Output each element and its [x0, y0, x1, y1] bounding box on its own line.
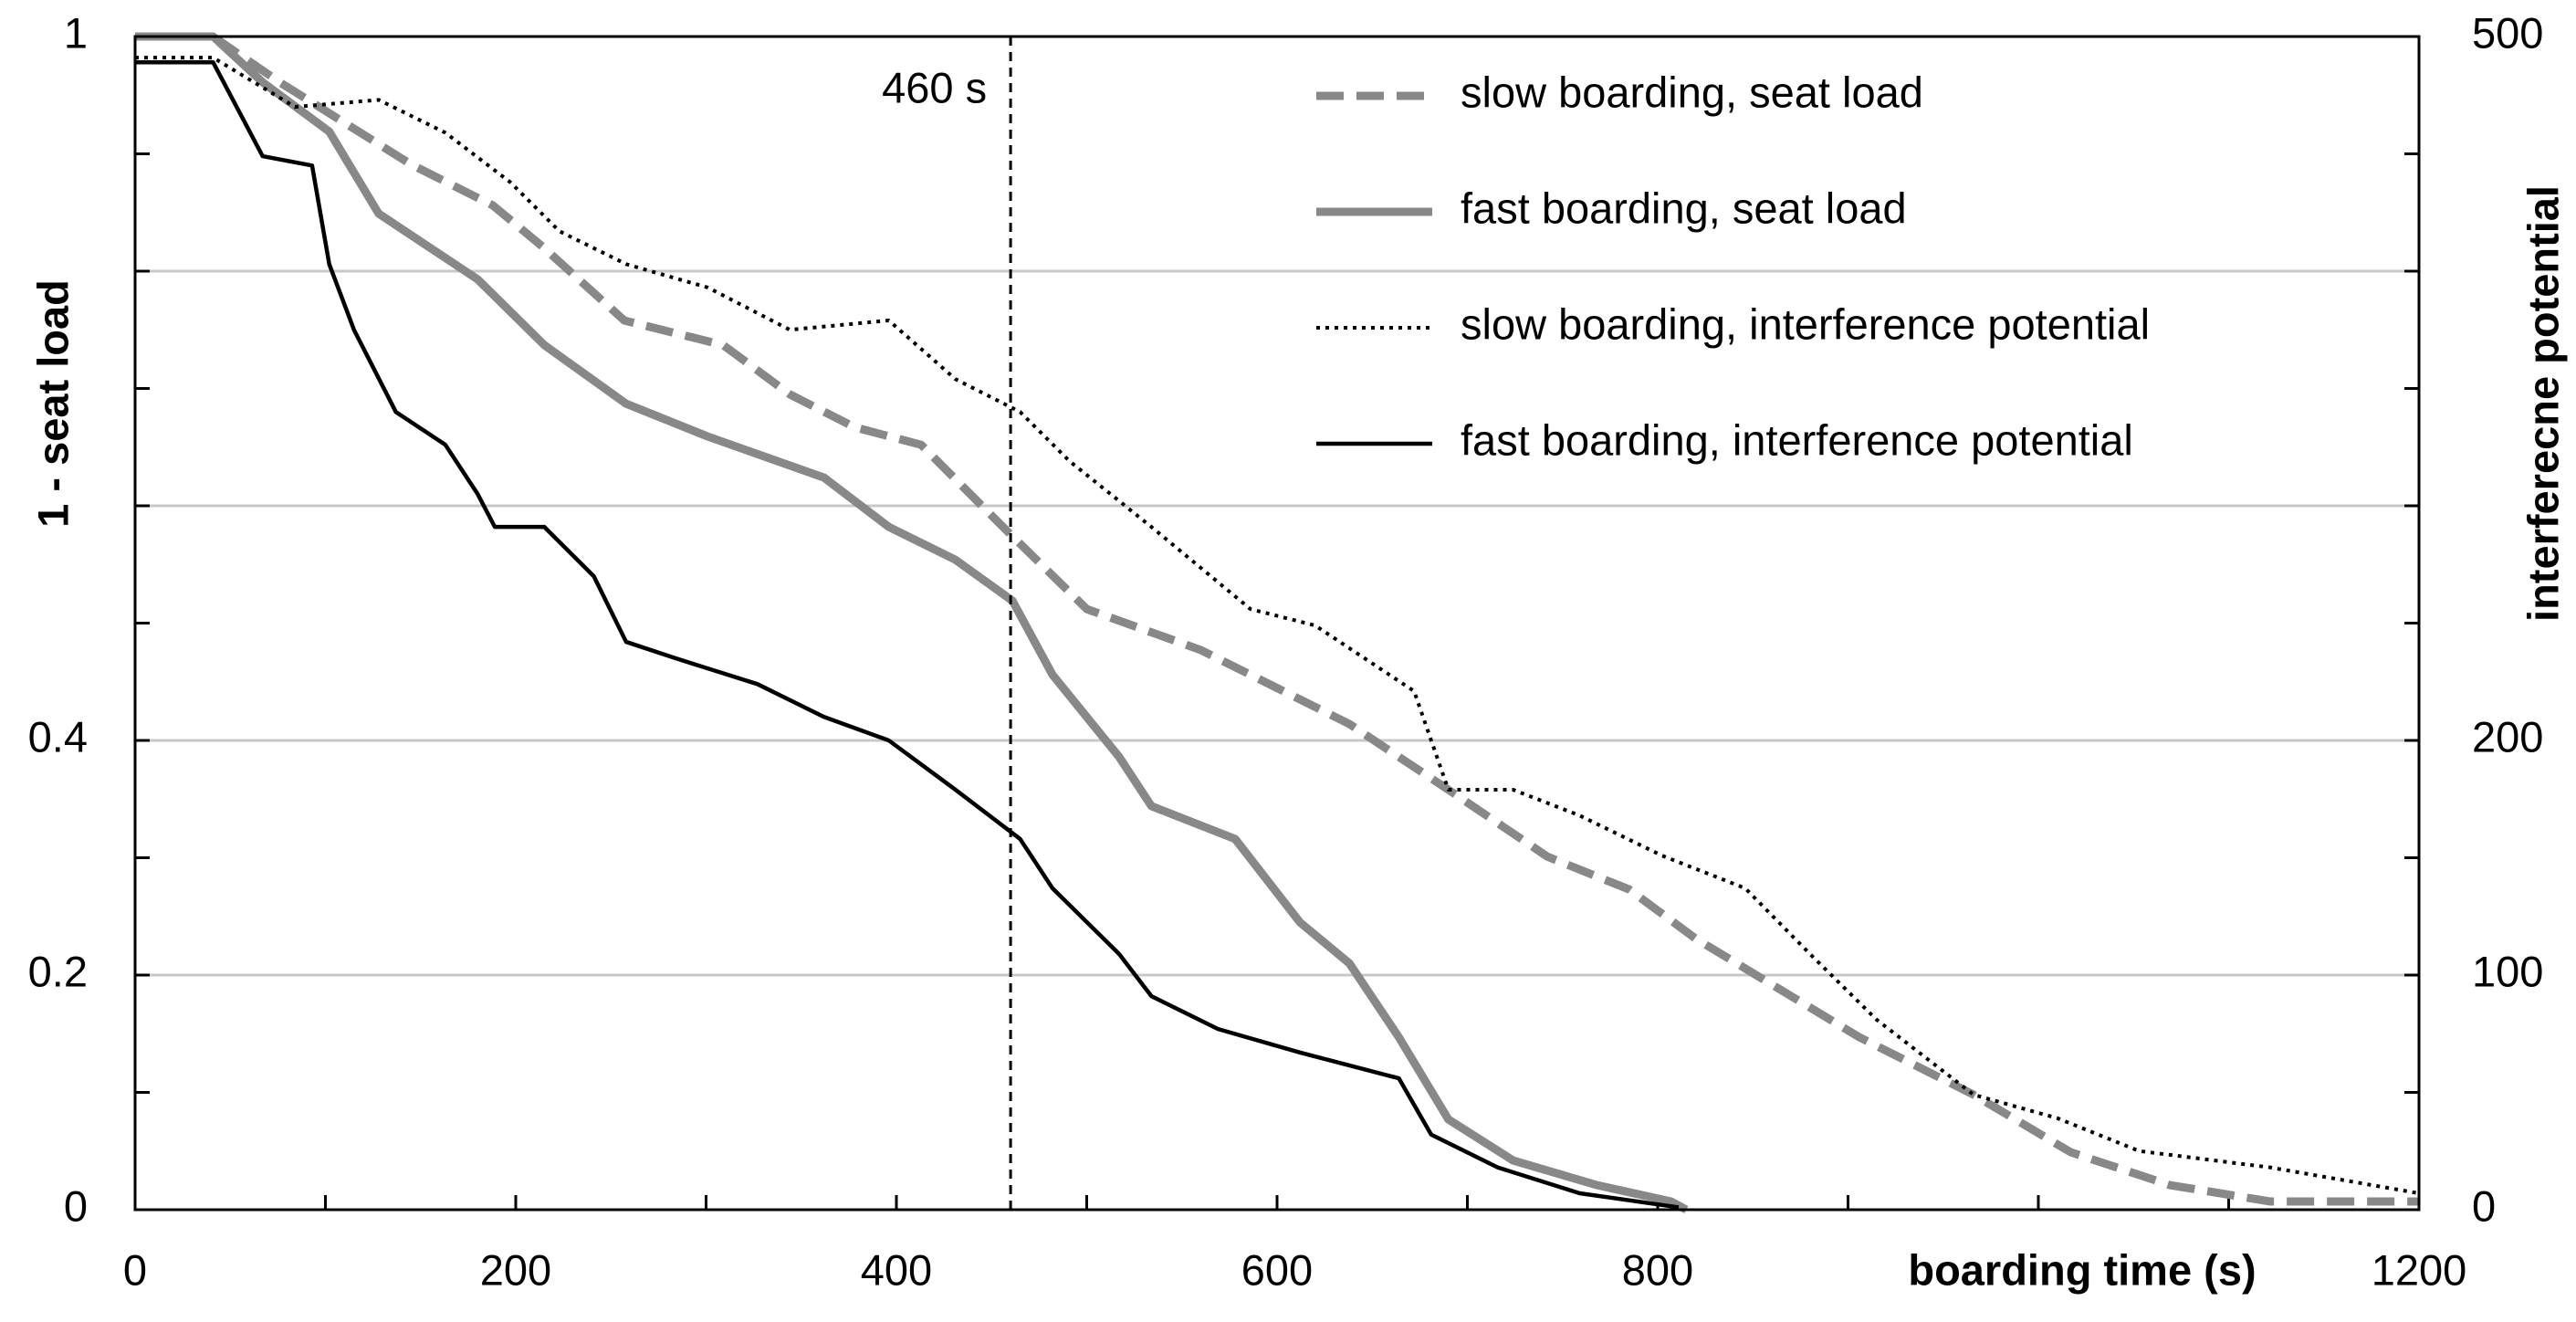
legend-label: slow boarding, seat load	[1461, 68, 1923, 116]
legend-label: fast boarding, seat load	[1461, 184, 1907, 232]
y2-axis-title: interferecne potential	[2518, 185, 2567, 622]
x-axis-title: boarding time (s)	[1908, 1245, 2256, 1294]
y2-tick-label: 500	[2472, 8, 2543, 57]
y-tick-label: 0	[64, 1181, 88, 1230]
x-tick-label: 600	[1241, 1245, 1313, 1294]
x-tick-label: 1200	[2372, 1245, 2467, 1294]
y2-tick-label: 100	[2472, 947, 2543, 995]
annotation: 460 s	[882, 63, 987, 111]
y-tick-label: 0.2	[28, 947, 88, 995]
series-line	[135, 32, 2419, 1206]
legend-label: slow boarding, interference potential	[1461, 299, 2150, 348]
x-tick-label: 400	[861, 1245, 932, 1294]
y-axis-title: 1 - seat load	[28, 279, 77, 528]
series-line	[135, 56, 2420, 1195]
plot-frame	[133, 35, 2421, 1212]
y-tick-label: 1	[64, 8, 88, 57]
series-line	[135, 32, 1689, 1213]
x-tick-label: 0	[123, 1245, 147, 1294]
y2-tick-label: 0	[2472, 1181, 2496, 1230]
y-tick-label: 0.4	[28, 712, 88, 761]
legend-label: fast boarding, interference potential	[1461, 415, 2133, 464]
y2-tick-label: 200	[2472, 712, 2543, 761]
x-tick-label: 800	[1622, 1245, 1693, 1294]
x-tick-label: 200	[480, 1245, 551, 1294]
series-line	[135, 60, 1680, 1210]
